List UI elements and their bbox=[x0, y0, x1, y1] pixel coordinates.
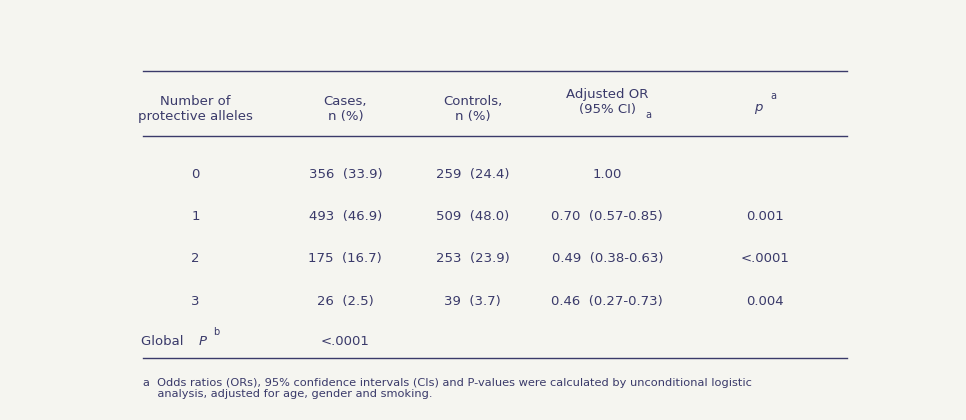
Text: 175  (16.7): 175 (16.7) bbox=[308, 252, 383, 265]
Text: 0.004: 0.004 bbox=[746, 294, 783, 307]
Text: <.0001: <.0001 bbox=[321, 335, 370, 348]
Text: Global: Global bbox=[141, 335, 188, 348]
Text: a  Odds ratios (ORs), 95% confidence intervals (CIs) and P-values were calculate: a Odds ratios (ORs), 95% confidence inte… bbox=[143, 378, 753, 399]
Text: 1: 1 bbox=[191, 210, 200, 223]
Text: Cases,
n (%): Cases, n (%) bbox=[324, 94, 367, 123]
Text: 259  (24.4): 259 (24.4) bbox=[436, 168, 509, 181]
Text: 26  (2.5): 26 (2.5) bbox=[317, 294, 374, 307]
Text: 0.49  (0.38-0.63): 0.49 (0.38-0.63) bbox=[552, 252, 663, 265]
Text: 253  (23.9): 253 (23.9) bbox=[436, 252, 509, 265]
Text: $P$: $P$ bbox=[198, 335, 208, 348]
Text: 3: 3 bbox=[191, 294, 200, 307]
Text: <.0001: <.0001 bbox=[740, 252, 789, 265]
Text: b: b bbox=[213, 328, 219, 337]
Text: a: a bbox=[645, 110, 651, 120]
Text: 509  (48.0): 509 (48.0) bbox=[436, 210, 509, 223]
Text: Number of
protective alleles: Number of protective alleles bbox=[138, 94, 253, 123]
Text: 2: 2 bbox=[191, 252, 200, 265]
Text: 0.70  (0.57-0.85): 0.70 (0.57-0.85) bbox=[552, 210, 664, 223]
Text: 39  (3.7): 39 (3.7) bbox=[444, 294, 501, 307]
Text: a: a bbox=[771, 91, 777, 101]
Text: 0: 0 bbox=[191, 168, 200, 181]
Text: 0.46  (0.27-0.73): 0.46 (0.27-0.73) bbox=[552, 294, 664, 307]
Text: 493  (46.9): 493 (46.9) bbox=[309, 210, 382, 223]
Text: Adjusted OR
(95% CI): Adjusted OR (95% CI) bbox=[566, 88, 648, 116]
Text: $p$: $p$ bbox=[753, 102, 763, 116]
Text: 0.001: 0.001 bbox=[746, 210, 783, 223]
Text: Controls,
n (%): Controls, n (%) bbox=[443, 94, 502, 123]
Text: 1.00: 1.00 bbox=[593, 168, 622, 181]
Text: 356  (33.9): 356 (33.9) bbox=[308, 168, 383, 181]
